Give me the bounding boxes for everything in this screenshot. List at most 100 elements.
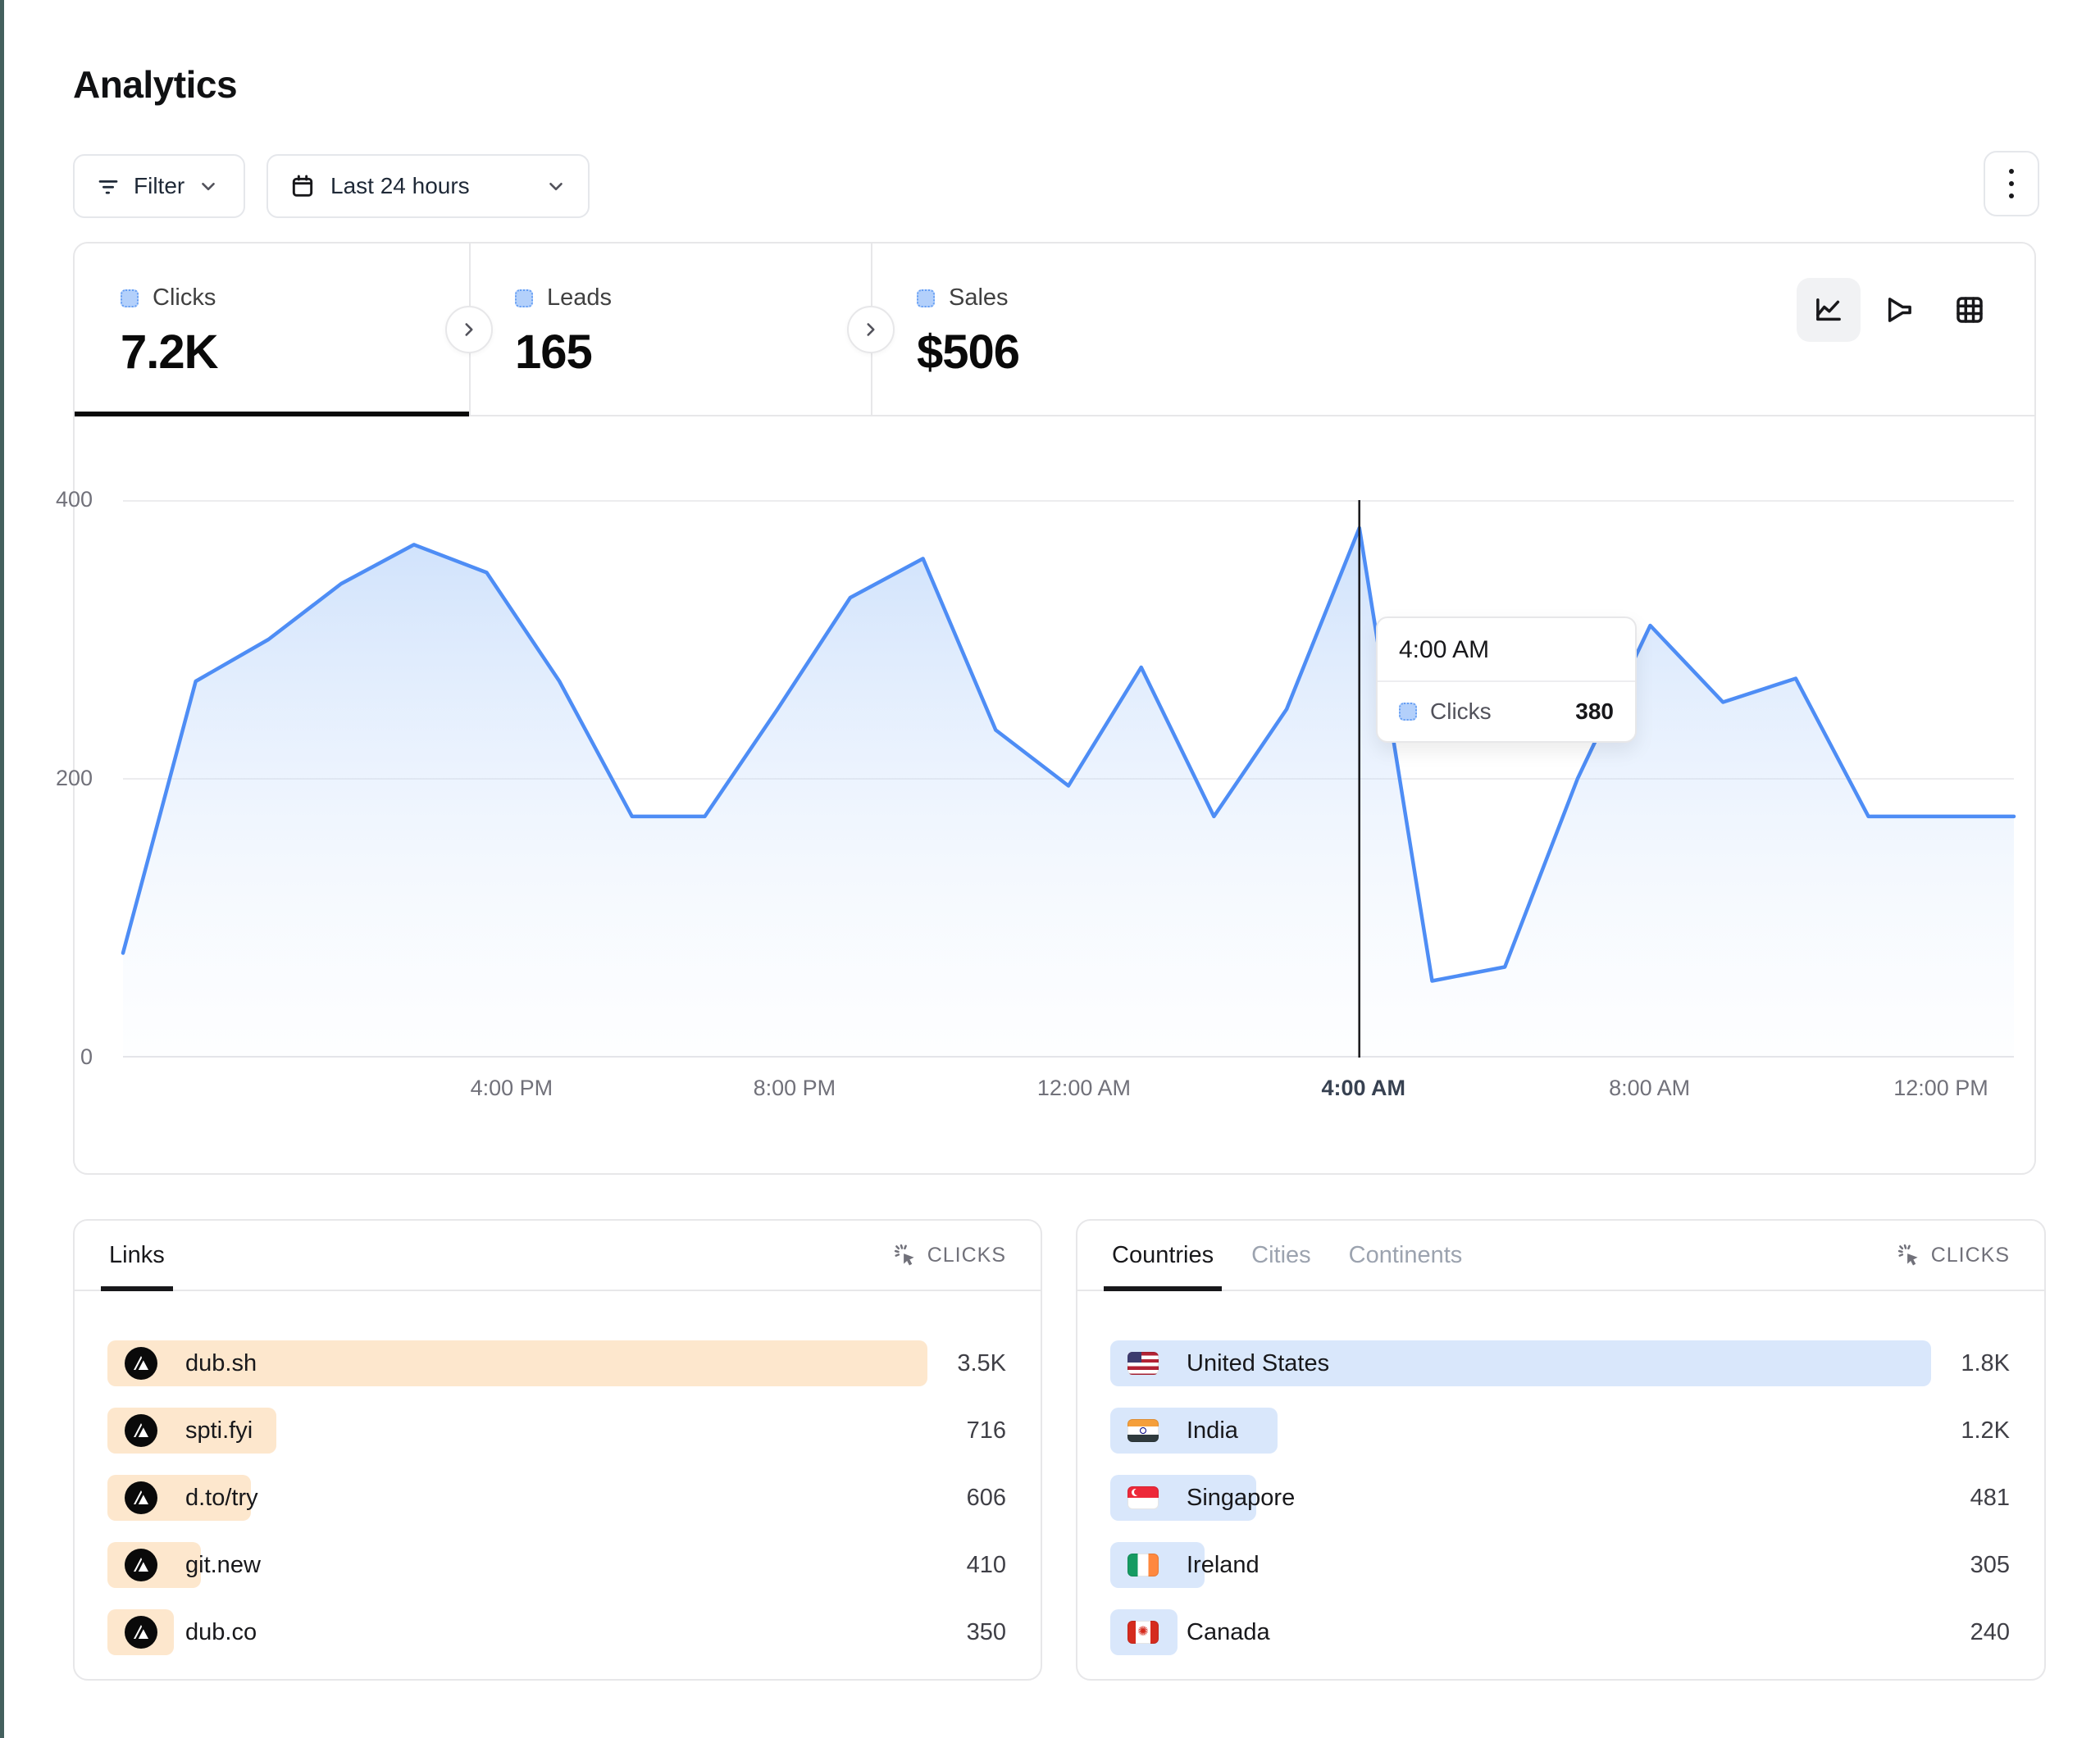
filter-button-label: Filter: [134, 173, 185, 198]
calendar-icon: [292, 175, 313, 197]
x-axis-tick: 8:00 PM: [753, 1076, 836, 1100]
country-clicks-value: 1.8K: [1961, 1349, 2010, 1376]
tab-cities[interactable]: Cities: [1251, 1241, 1311, 1268]
link-clicks-value: 410: [966, 1551, 1006, 1578]
dub-logo-icon: [125, 1481, 157, 1514]
flag-singapore-icon: [1127, 1486, 1159, 1509]
country-bar: [1110, 1340, 1931, 1386]
sales-legend-square-icon: [917, 289, 935, 307]
area-fill: [123, 528, 2014, 1058]
date-range-button[interactable]: Last 24 hours: [266, 154, 590, 218]
tab-links[interactable]: Links: [101, 1221, 173, 1291]
links-panel: Links CLICKS dub.sh: [73, 1219, 1042, 1681]
clicks-legend-square-icon: [121, 289, 139, 307]
link-label: dub.co: [185, 1618, 257, 1645]
geo-metric-selector[interactable]: CLICKS: [1897, 1243, 2010, 1267]
link-row[interactable]: dub.co 350: [107, 1609, 1006, 1655]
link-row[interactable]: spti.fyi 716: [107, 1408, 1006, 1454]
link-label: git.new: [185, 1551, 261, 1578]
clicks-area-chart[interactable]: 400 200 0 4:0: [56, 487, 2016, 1100]
table-view-button[interactable]: [1938, 278, 2002, 342]
funnel-chart-icon: [1888, 298, 1911, 322]
x-axis-tick-hovered: 4:00 AM: [1321, 1076, 1405, 1100]
x-axis: 4:00 PM 8:00 PM 12:00 AM 4:00 AM 8:00 AM…: [123, 1076, 2014, 1108]
y-axis-tick: 0: [80, 1044, 93, 1069]
geo-panel: Countries Cities Continents CLICKS: [1076, 1219, 2046, 1681]
links-panel-header: Links CLICKS: [75, 1221, 1041, 1291]
active-tab-underline: [75, 412, 469, 416]
country-label: India: [1187, 1417, 1238, 1444]
link-row[interactable]: dub.sh 3.5K: [107, 1340, 1006, 1386]
country-row[interactable]: Ireland 305: [1110, 1542, 2010, 1588]
chart-tooltip: 4:00 AM Clicks 380: [1376, 616, 1637, 743]
link-label: d.to/try: [185, 1484, 258, 1511]
stat-tab-clicks[interactable]: Clicks 7.2K: [75, 243, 469, 415]
x-axis-tick: 8:00 AM: [1609, 1076, 1691, 1100]
metric-label: CLICKS: [1930, 1243, 2010, 1267]
tab-continents[interactable]: Continents: [1348, 1241, 1463, 1268]
clicks-legend-square-icon: [1399, 703, 1417, 721]
countries-list: United States 1.8K India 1.2K: [1077, 1291, 2044, 1655]
flag-united-states-icon: [1127, 1352, 1159, 1375]
dub-logo-icon: [125, 1347, 157, 1380]
tooltip-time: 4:00 AM: [1399, 636, 1490, 663]
stat-label: Clicks: [153, 284, 216, 311]
country-row[interactable]: Singapore 481: [1110, 1475, 2010, 1521]
chevron-right-icon: [465, 323, 473, 336]
link-row[interactable]: git.new 410: [107, 1542, 1006, 1588]
funnel-view-button[interactable]: [1867, 278, 1931, 342]
chevron-down-icon: [549, 182, 563, 191]
link-bar: [107, 1340, 927, 1386]
date-range-label: Last 24 hours: [330, 173, 470, 198]
link-row[interactable]: d.to/try 606: [107, 1475, 1006, 1521]
stat-tab-leads[interactable]: Leads 165: [469, 243, 871, 415]
divider: [1378, 680, 1635, 682]
metric-label: CLICKS: [927, 1243, 1006, 1267]
flag-india-icon: [1127, 1419, 1159, 1442]
tab-countries[interactable]: Countries: [1103, 1221, 1223, 1291]
tooltip-value: 380: [1575, 698, 1614, 724]
country-row[interactable]: India 1.2K: [1110, 1408, 2010, 1454]
country-row[interactable]: ✺ Canada 240: [1110, 1609, 2010, 1655]
dub-logo-icon: [125, 1414, 157, 1447]
links-list: dub.sh 3.5K spti.fyi 716: [75, 1291, 1041, 1655]
dub-logo-icon: [125, 1616, 157, 1649]
more-options-button[interactable]: [1984, 151, 2039, 216]
y-axis-tick: 400: [55, 487, 93, 512]
stat-tab-sales[interactable]: Sales $506: [871, 243, 1445, 415]
line-chart-view-button[interactable]: [1797, 278, 1861, 342]
country-clicks-value: 305: [1970, 1551, 2010, 1578]
country-label: United States: [1187, 1349, 1330, 1376]
link-clicks-value: 716: [966, 1417, 1006, 1444]
chart-canvas: [121, 500, 2016, 1058]
clicks-line-series: [121, 525, 2016, 983]
tooltip-series-label: Clicks: [1430, 698, 1492, 724]
stat-label: Sales: [949, 284, 1009, 311]
flag-canada-icon: ✺: [1127, 1621, 1159, 1644]
x-axis-tick: 4:00 PM: [470, 1076, 553, 1100]
kebab-icon: [2009, 169, 2014, 174]
country-label: Ireland: [1187, 1551, 1260, 1578]
link-label: spti.fyi: [185, 1417, 253, 1444]
table-grid-icon: [1957, 297, 1983, 323]
expand-leads-button[interactable]: [847, 306, 895, 353]
chevron-down-icon: [202, 182, 216, 191]
flag-ireland-icon: [1127, 1554, 1159, 1576]
cursor-click-icon: [894, 1244, 914, 1266]
stat-value: 7.2K: [121, 325, 219, 379]
country-clicks-value: 1.2K: [1961, 1417, 2010, 1444]
country-label: Canada: [1187, 1618, 1270, 1645]
link-clicks-value: 350: [966, 1618, 1006, 1645]
country-row[interactable]: United States 1.8K: [1110, 1340, 2010, 1386]
geo-panel-header: Countries Cities Continents CLICKS: [1077, 1221, 2044, 1291]
links-metric-selector[interactable]: CLICKS: [893, 1243, 1006, 1267]
cursor-click-icon: [1897, 1244, 1918, 1266]
stats-tabs-row: Clicks 7.2K Leads 165 Sales $506: [75, 243, 2034, 416]
expand-clicks-button[interactable]: [445, 306, 493, 353]
filter-button[interactable]: Filter: [73, 154, 245, 218]
stat-label: Leads: [547, 284, 613, 311]
dub-logo-icon: [125, 1549, 157, 1581]
stat-value: 165: [515, 325, 593, 379]
link-label: dub.sh: [185, 1349, 257, 1376]
